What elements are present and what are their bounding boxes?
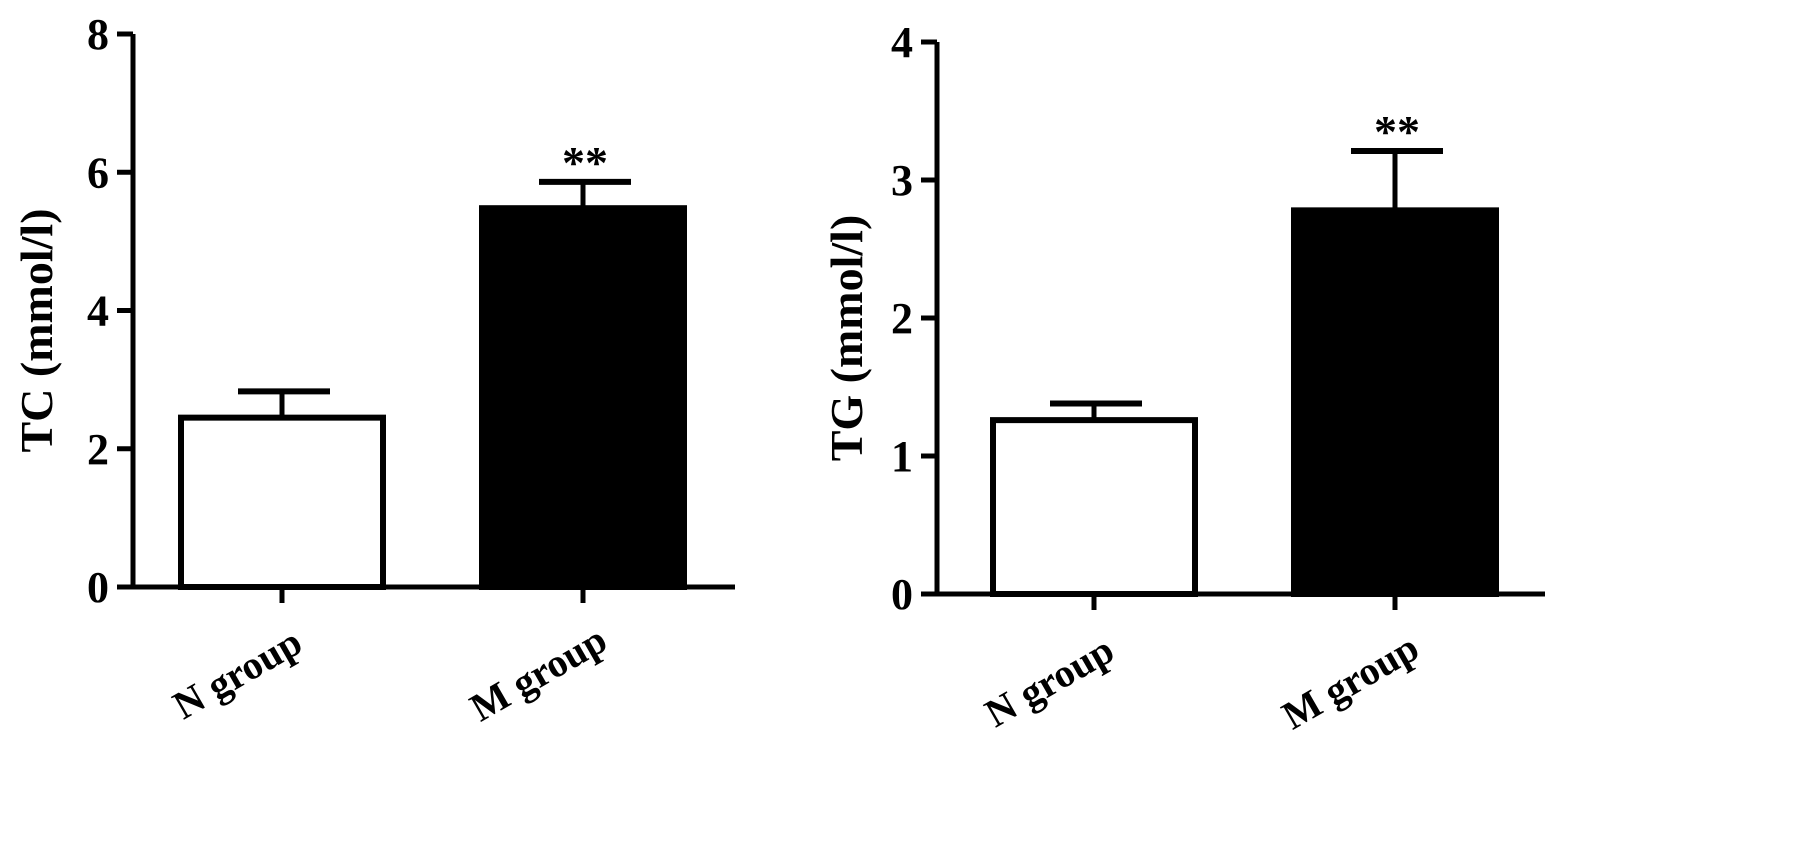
tg-y-tick-label-3: 3: [891, 156, 913, 205]
tg-y-tick-label-2: 2: [891, 294, 913, 343]
tg-y-axis-title: TG (mmol/l): [821, 215, 872, 462]
tg-y-tick-label-4: 4: [891, 18, 913, 67]
tc-y-axis-title: TC (mmol/l): [11, 208, 62, 452]
tg-bar-n-group: [990, 417, 1198, 597]
tc-category-label-n-group: N group: [165, 619, 309, 728]
tg-chart-panel: N group ** M group 0 1 2 3 4 TG (mmol/l): [821, 18, 1545, 738]
tc-y-tick-label-4: 4: [87, 287, 109, 336]
tc-chart-panel: N group ** M group 0 2 4 6 8 TC (mmol/l): [11, 10, 735, 730]
tg-y-tick-label-1: 1: [891, 432, 913, 481]
tc-significance-m-group: **: [562, 137, 608, 188]
tc-y-tick-label-6: 6: [87, 148, 109, 197]
tc-y-tick-label-0: 0: [87, 563, 109, 612]
tg-y-tick-label-0: 0: [891, 570, 913, 619]
tc-y-tick-label-2: 2: [87, 425, 109, 474]
tc-bar-m-group: [479, 205, 687, 590]
tg-category-label-m-group: M group: [1274, 625, 1426, 739]
tc-category-label-m-group: M group: [462, 617, 614, 731]
tc-bar-n-group: [178, 414, 386, 590]
tg-significance-m-group: **: [1374, 106, 1420, 157]
tg-category-label-n-group: N group: [977, 627, 1121, 736]
tc-y-tick-label-8: 8: [87, 10, 109, 59]
tg-bar-m-group: [1291, 207, 1499, 598]
